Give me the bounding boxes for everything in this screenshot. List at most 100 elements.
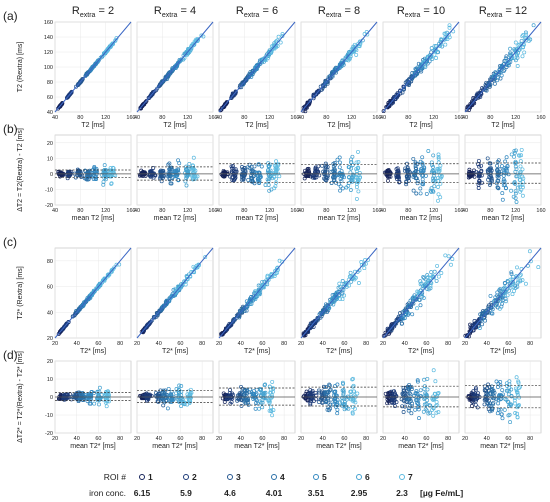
column-header-text: Rextra = 4 [154, 5, 196, 19]
column-header-text: Rextra = 10 [397, 5, 445, 19]
data-point [517, 184, 522, 189]
legend-marker [183, 474, 189, 480]
x-tick-label: 40 [74, 341, 80, 347]
data-point [337, 160, 342, 165]
data-point [150, 318, 155, 323]
data-point [99, 172, 104, 177]
data-point [513, 159, 518, 164]
data-point [531, 23, 536, 28]
data-point [276, 34, 281, 39]
x-axis-label: mean T2 [ms] [154, 215, 197, 222]
data-point [431, 153, 436, 158]
y-tick-label: 120 [44, 50, 53, 56]
x-tick-label: 60 [505, 436, 511, 442]
data-point [489, 176, 494, 181]
data-point [513, 191, 518, 196]
x-tick-label: 160 [126, 208, 135, 214]
data-point [102, 163, 107, 168]
data-point [429, 186, 434, 191]
data-point [432, 171, 437, 176]
data-point [506, 172, 511, 177]
data-point [278, 40, 283, 45]
data-point [504, 54, 509, 59]
x-tick-label: 80 [281, 341, 287, 347]
data-point [495, 178, 500, 183]
legend-roi-value: 6 [365, 472, 370, 482]
data-point [178, 285, 183, 290]
data-point [222, 104, 227, 109]
data-point [275, 44, 280, 48]
data-point [394, 176, 399, 181]
x-tick-label: 120 [183, 115, 192, 121]
column-header-4: Rextra = 10 [397, 5, 445, 19]
data-point [257, 181, 262, 186]
data-point [170, 293, 175, 298]
data-point [107, 174, 112, 179]
data-point [57, 330, 62, 335]
data-point [184, 175, 189, 180]
data-point [500, 65, 505, 70]
data-point [77, 169, 81, 174]
x-tick-label: 160 [208, 208, 217, 214]
data-point [513, 181, 518, 186]
data-point [240, 307, 245, 312]
data-point [338, 285, 343, 289]
data-point [274, 180, 279, 185]
data-point [358, 39, 362, 44]
y-tick-label: -20 [45, 203, 53, 209]
x-tick-label: 20 [216, 341, 222, 347]
data-point [274, 162, 279, 167]
y-tick-label: 60 [47, 95, 53, 101]
data-point [110, 267, 114, 272]
data-point [495, 163, 500, 168]
data-point [512, 154, 516, 159]
data-point [520, 54, 525, 59]
data-point [499, 73, 504, 78]
data-point [273, 184, 278, 189]
y-tick-label: 140 [44, 35, 53, 41]
data-point [247, 165, 252, 170]
data-point [432, 52, 437, 57]
panel-a-1: 40 80 120 160 40 60 80 100 120 140 160 T2 [ms] [44, 20, 136, 129]
x-tick-label: 40 [484, 341, 490, 347]
data-point [518, 182, 523, 187]
x-tick-label: 60 [259, 436, 265, 442]
data-point [418, 159, 423, 164]
y-tick-label: 80 [47, 259, 53, 265]
y-tick-label: -10 [45, 187, 53, 193]
data-point [320, 163, 325, 168]
x-tick-label: 20 [298, 436, 304, 442]
data-point [191, 155, 196, 160]
panel-a-4: 40 80 120 160 T2 [ms] [298, 21, 382, 129]
x-axis-label: T2 [ms] [163, 122, 186, 129]
data-point [414, 166, 419, 171]
x-tick-label: 40 [402, 341, 408, 347]
legend-iron-value: 6.15 [134, 488, 151, 498]
data-point [497, 69, 502, 74]
data-point [350, 175, 355, 179]
data-point [413, 176, 418, 181]
data-point [305, 167, 310, 172]
data-point [395, 174, 400, 179]
column-header-text: Rextra = 8 [318, 5, 360, 19]
data-point [246, 177, 251, 182]
data-point [229, 94, 234, 99]
legend-marker [227, 474, 233, 480]
data-point [516, 185, 520, 190]
data-point [221, 168, 226, 173]
x-tick-label: 60 [259, 341, 265, 347]
data-point [413, 66, 418, 71]
data-point [59, 102, 64, 107]
data-point [447, 25, 452, 30]
data-point [423, 173, 428, 178]
data-point [331, 175, 336, 179]
legend-marker [313, 474, 319, 480]
x-tick-label: 80 [405, 208, 411, 214]
data-point [347, 56, 352, 61]
data-point [519, 187, 524, 192]
data-point [501, 177, 506, 182]
data-point [242, 166, 247, 171]
data-points [383, 149, 444, 203]
data-point [60, 327, 65, 332]
data-point [343, 57, 348, 61]
